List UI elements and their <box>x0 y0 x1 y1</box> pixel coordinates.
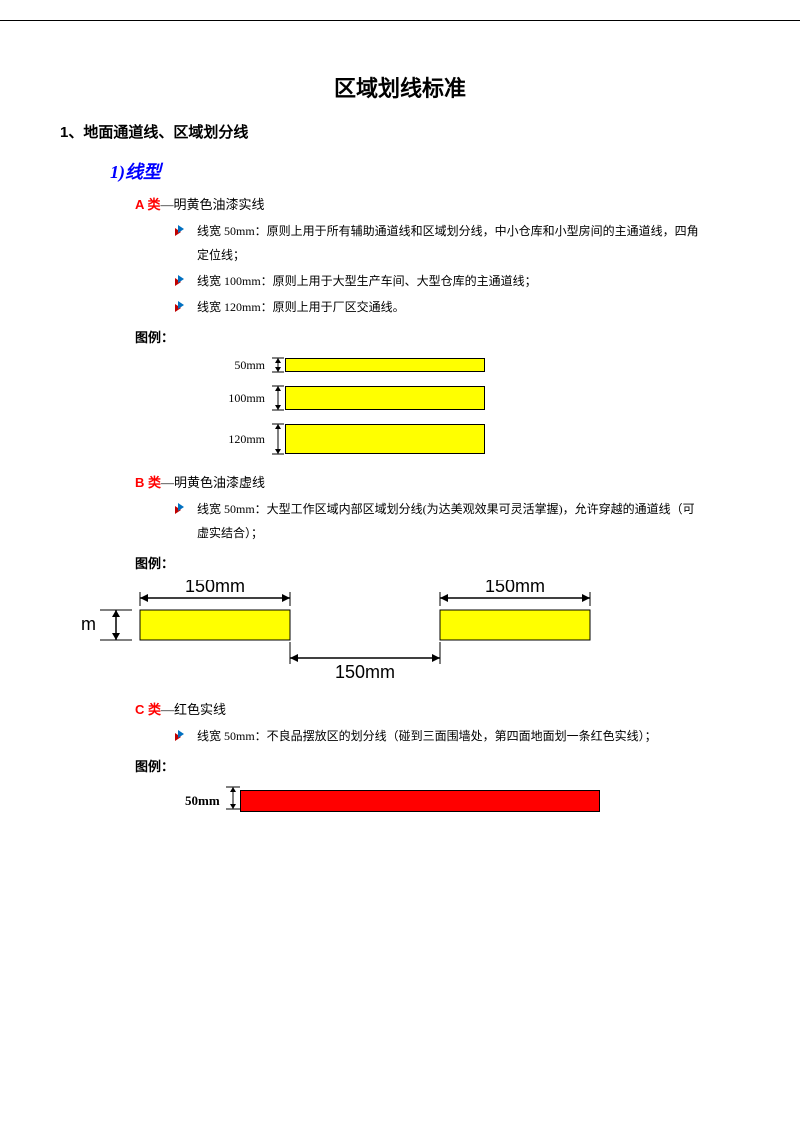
legend-label-a: 图例： <box>135 327 740 346</box>
list-item-text: 线宽 50mm：不良品摆放区的划分线（碰到三面围墙处，第四面地面划一条红色实线）… <box>197 724 657 748</box>
diagram-a: 50mm100mm120mm <box>135 354 740 458</box>
page-title: 区域划线标准 <box>60 71 740 103</box>
category-c-dash: — <box>161 702 174 717</box>
category-b-label: B 类 <box>135 475 161 490</box>
category-b-dash: — <box>161 475 174 490</box>
list-item-text: 线宽 100mm：原则上用于大型生产车间、大型仓库的主通道线； <box>197 269 537 293</box>
bullet-icon <box>175 275 187 287</box>
category-b-desc: 明黄色油漆虚线 <box>174 475 265 490</box>
svg-text:150mm: 150mm <box>335 662 395 680</box>
bullet-icon <box>175 225 187 237</box>
legend-label-b: 图例： <box>135 553 740 572</box>
svg-text:150mm: 150mm <box>485 580 545 596</box>
subsection-heading: 1)线型 <box>110 158 740 184</box>
category-c-line: C 类—红色实线 <box>135 699 740 718</box>
legend-label-c: 图例： <box>135 756 740 775</box>
section-heading: 1、地面通道线、区域划分线 <box>60 121 740 142</box>
category-a-dash: — <box>161 197 174 212</box>
list-item-text: 线宽 120mm：原则上用于厂区交通线。 <box>197 295 405 319</box>
list-item: 线宽 100mm：原则上用于大型生产车间、大型仓库的主通道线； <box>175 269 700 293</box>
svg-text:50mm: 50mm <box>80 614 96 634</box>
category-c-label: C 类 <box>135 702 161 717</box>
document-page: 区域划线标准 1、地面通道线、区域划分线 1)线型 A 类—明黄色油漆实线 线宽… <box>0 20 800 872</box>
diagram-b: 150mm 150mm 150mm 50mm <box>80 580 740 685</box>
list-item: 线宽 50mm：原则上用于所有辅助通道线和区域划分线，中小仓库和小型房间的主通道… <box>175 219 700 267</box>
category-b-line: B 类—明黄色油漆虚线 <box>135 472 740 491</box>
bullet-icon <box>175 301 187 313</box>
category-a-label: A 类 <box>135 197 161 212</box>
bullet-icon <box>175 503 187 515</box>
list-item-text: 线宽 50mm：原则上用于所有辅助通道线和区域划分线，中小仓库和小型房间的主通道… <box>197 219 700 267</box>
list-item: 线宽 50mm：不良品摆放区的划分线（碰到三面围墙处，第四面地面划一条红色实线）… <box>175 724 700 748</box>
category-a-desc: 明黄色油漆实线 <box>174 197 265 212</box>
list-item-text: 线宽 50mm：大型工作区域内部区域划分线(为达美观效果可灵活掌握)，允许穿越的… <box>197 497 700 545</box>
list-item: 线宽 120mm：原则上用于厂区交通线。 <box>175 295 700 319</box>
svg-text:150mm: 150mm <box>185 580 245 596</box>
list-item: 线宽 50mm：大型工作区域内部区域划分线(为达美观效果可灵活掌握)，允许穿越的… <box>175 497 700 545</box>
category-a-line: A 类—明黄色油漆实线 <box>135 194 740 213</box>
category-c-desc: 红色实线 <box>174 702 226 717</box>
diagram-c: 50mm <box>135 783 740 818</box>
bullet-icon <box>175 730 187 742</box>
